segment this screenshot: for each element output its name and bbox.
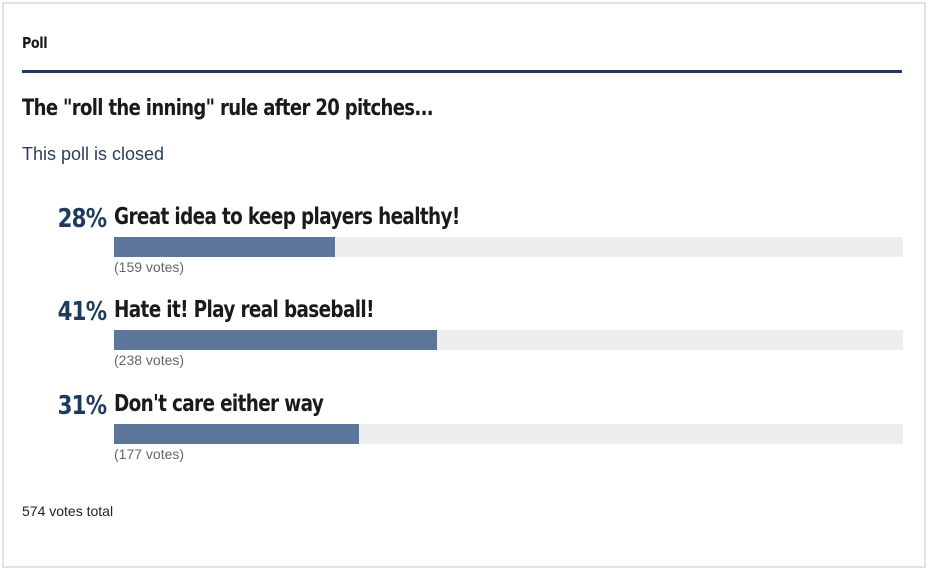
option-label: Hate it! Play real baseball! <box>114 297 374 323</box>
poll-status: This poll is closed <box>22 144 165 164</box>
poll-header: Poll <box>22 34 902 73</box>
poll-option: 41% Hate it! Play real baseball! (238 vo… <box>0 297 928 377</box>
option-label: Don't care either way <box>114 391 324 417</box>
poll-question: The "roll the inning" rule after 20 pitc… <box>22 96 434 121</box>
result-bar-fill <box>114 237 335 257</box>
option-percent: 41% <box>57 297 106 327</box>
poll-header-title: Poll <box>22 34 48 52</box>
option-percent: 28% <box>57 204 106 234</box>
result-bar-track <box>114 424 903 444</box>
option-percent: 31% <box>57 391 106 421</box>
poll-option: 28% Great idea to keep players healthy! … <box>0 204 928 284</box>
result-bar-fill <box>114 424 359 444</box>
result-bar-fill <box>114 330 438 350</box>
poll-option: 31% Don't care either way (177 votes) <box>0 391 928 471</box>
option-label: Great idea to keep players healthy! <box>114 204 460 230</box>
result-bar-track <box>114 330 903 350</box>
result-bar-track <box>114 237 903 257</box>
option-votes: (177 votes) <box>114 446 185 462</box>
poll-total-votes: 574 votes total <box>22 503 114 519</box>
option-votes: (159 votes) <box>114 259 185 275</box>
option-votes: (238 votes) <box>114 352 185 368</box>
